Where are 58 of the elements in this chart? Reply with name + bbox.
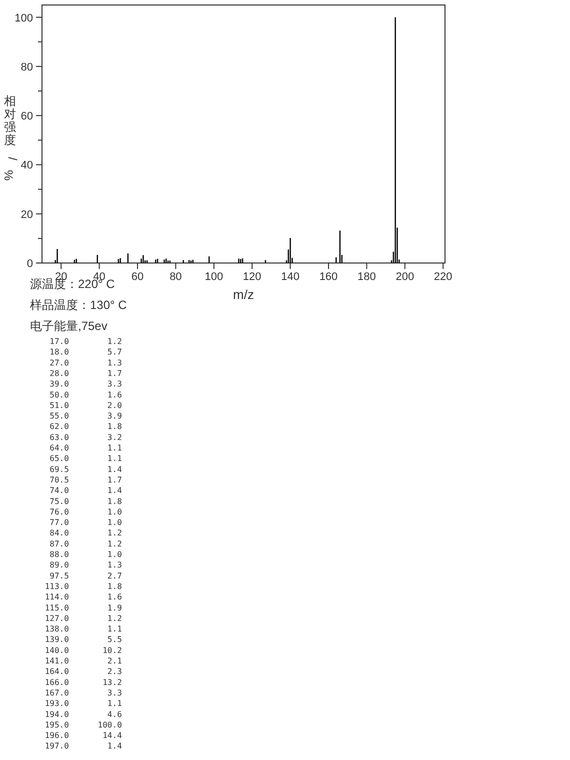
text: 167.0 3.3 <box>40 688 122 698</box>
text: 115.0 1.9 <box>40 603 122 612</box>
text: 18.0 5.7 <box>40 348 122 357</box>
x-tick-label: 80 <box>170 271 182 283</box>
text: 97.5 2.7 <box>40 571 122 580</box>
text: 65.0 1.1 <box>40 454 122 464</box>
y-tick-label: 20 <box>20 208 33 221</box>
text: 50.0 1.6 <box>40 390 122 400</box>
x-tick-label: 60 <box>131 271 144 283</box>
x-tick-label: 100 <box>204 271 224 283</box>
text: 197.0 1.4 <box>40 742 122 751</box>
y-tick-label: 100 <box>14 12 33 24</box>
text: 电子能量,75ev <box>30 319 108 333</box>
text: 195.0 100.0 <box>40 720 122 730</box>
x-tick-label: 120 <box>242 271 262 283</box>
text: 39.0 3.3 <box>40 380 122 389</box>
text: 114.0 1.6 <box>40 592 122 602</box>
x-tick-label: 160 <box>319 271 338 283</box>
y-tick-label: 80 <box>20 61 33 74</box>
text: 141.0 2.1 <box>40 656 122 666</box>
y-tick-label: 0 <box>26 258 33 270</box>
text: 64.0 1.1 <box>40 444 122 452</box>
text: 27.0 1.3 <box>40 358 122 368</box>
text: 127.0 1.2 <box>40 614 122 623</box>
x-tick-label: 140 <box>281 271 300 283</box>
text: 63.0 3.2 <box>40 432 122 442</box>
text: 70.5 1.7 <box>40 475 122 484</box>
text: 77.0 1.0 <box>40 518 122 528</box>
text: 88.0 1.0 <box>40 550 122 559</box>
text: 113.0 1.8 <box>40 582 122 591</box>
y-tick-label: 60 <box>20 110 33 123</box>
x-tick-label: 200 <box>396 271 414 283</box>
text: 89.0 1.3 <box>40 560 122 570</box>
text: 51.0 2.0 <box>40 400 122 410</box>
text: 76.0 1.0 <box>40 507 122 516</box>
text: 196.0 14.4 <box>40 731 122 740</box>
text: 87.0 1.2 <box>40 539 122 548</box>
text: 164.0 2.3 <box>40 667 122 676</box>
text: 17.0 1.2 <box>40 337 122 346</box>
text: 138.0 1.1 <box>40 624 122 634</box>
text: 139.0 5.5 <box>40 635 122 644</box>
text: 55.0 3.9 <box>40 412 122 421</box>
text: 69.5 1.4 <box>40 464 122 474</box>
text: 166.0 13.2 <box>40 678 122 687</box>
text: 28.0 1.7 <box>40 368 122 378</box>
text: 74.0 1.4 <box>40 486 122 496</box>
text: 62.0 1.8 <box>40 422 122 432</box>
x-axis-title: m/z <box>233 287 254 302</box>
y-tick-label: 40 <box>20 160 33 172</box>
text: 75.0 1.8 <box>40 496 122 506</box>
text: 140.0 10.2 <box>40 646 122 655</box>
y-axis-title: 相对强度/% <box>2 94 20 181</box>
text: 84.0 1.2 <box>40 528 122 538</box>
x-tick-label: 180 <box>358 271 376 283</box>
text: 194.0 4.6 <box>40 710 122 719</box>
text: 样品温度：130° C <box>30 298 128 312</box>
x-tick-label: 220 <box>434 271 452 283</box>
text: 193.0 1.1 <box>40 699 122 708</box>
